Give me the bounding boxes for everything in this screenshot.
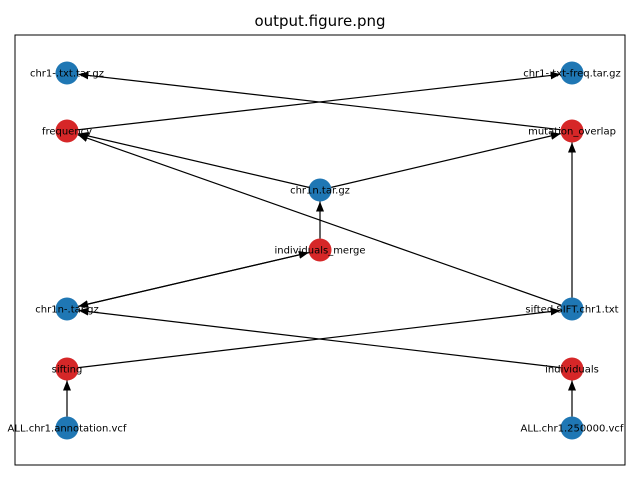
node-label: sifted.SIFT.chr1.txt (525, 305, 618, 316)
edges-layer (63, 71, 576, 417)
node-label: ALL.chr1.250000.vcf (521, 424, 624, 435)
node-label: individuals (545, 365, 599, 376)
file-node (55, 416, 79, 440)
file-node (55, 297, 79, 321)
node-label: chr1n-.tar.gz (35, 305, 98, 316)
job-node (308, 238, 332, 262)
edge-arrow (331, 132, 561, 188)
node-label: frequency (42, 127, 92, 138)
job-node (560, 357, 584, 381)
edge-arrow (78, 307, 561, 369)
job-node (55, 119, 79, 143)
file-node (560, 297, 584, 321)
file-node (308, 178, 332, 202)
node-label: sifting (52, 365, 83, 376)
figure-title: output.figure.png (254, 12, 385, 30)
job-node (55, 357, 79, 381)
file-node (560, 416, 584, 440)
node-label: chr1-.txt-freq.tar.gz (523, 69, 621, 80)
node-label: mutation_overlap (528, 127, 616, 138)
plot-frame (14, 34, 626, 466)
node-label: chr1n.tar.gz (290, 186, 350, 197)
node-label: ALL.chr1.annotation.vcf (8, 424, 127, 435)
file-node (560, 61, 584, 85)
file-node (55, 61, 79, 85)
nodes-layer (55, 61, 584, 440)
edge-arrow (78, 252, 309, 309)
edge-arrow (78, 71, 561, 131)
node-label: chr1-.txt.tar.gz (30, 69, 104, 80)
node-label: individuals_merge (274, 246, 365, 257)
labels-layer: chr1-.txt.tar.gz chr1-.txt-freq.tar.gz fre… (8, 69, 624, 435)
job-node (560, 119, 584, 143)
edge-arrow (78, 131, 309, 188)
